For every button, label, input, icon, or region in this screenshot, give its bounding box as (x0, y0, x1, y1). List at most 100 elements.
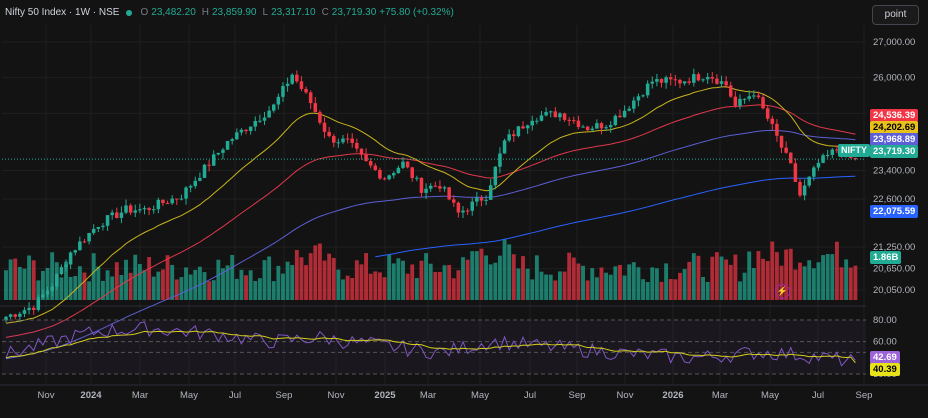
price-axis-tick-label: 20,050.00 (873, 285, 915, 296)
candle-body (853, 157, 858, 160)
volume-bar (479, 248, 484, 300)
candle-body (825, 154, 830, 156)
candle-body (244, 129, 248, 132)
volume-bar (40, 270, 45, 300)
volume-bar (151, 276, 156, 300)
candle-body (401, 161, 405, 168)
volume-bar (590, 268, 595, 300)
candle-body (165, 203, 170, 205)
time-axis-tick-label: Mar (712, 390, 728, 401)
candle-body (202, 164, 207, 178)
volume-bar (128, 272, 133, 300)
volume-bar (821, 255, 826, 300)
candle-body (821, 155, 825, 163)
candle-body (618, 115, 622, 118)
candle-body (789, 152, 793, 164)
volume-bar (82, 272, 87, 300)
candle-body (622, 110, 627, 118)
candle-body (78, 241, 82, 251)
candle-body (55, 274, 59, 287)
ema100-line (5, 129, 856, 360)
volume-bar (387, 254, 392, 300)
volume-bar (521, 256, 525, 300)
volume-bar (451, 278, 456, 300)
volume-bar (96, 266, 101, 300)
high-label: H (201, 7, 209, 18)
candle-body (539, 115, 544, 121)
candle-body (59, 267, 64, 275)
volume-bar (751, 268, 756, 300)
rsi-tag: 42.69 (870, 351, 900, 364)
candle-body (221, 149, 225, 153)
volume-bar (484, 255, 489, 300)
volume-bar (405, 273, 410, 300)
candle-body (645, 83, 650, 96)
volume-bar (377, 272, 382, 300)
volume-bar (581, 265, 585, 300)
candle-body (271, 104, 276, 111)
candle-body (119, 212, 124, 218)
candle-body (22, 310, 27, 314)
volume-bar (17, 266, 22, 300)
volume-bar (359, 264, 364, 300)
candle-body (253, 120, 258, 127)
candle-body (525, 125, 530, 129)
volume-bar (216, 259, 221, 300)
volume-bar (110, 276, 115, 300)
candle-body (355, 142, 359, 149)
volume-bar (687, 261, 692, 300)
volume-bar (424, 253, 429, 300)
candle-body (470, 201, 474, 211)
volume-bar (368, 273, 373, 300)
volume-bar (354, 260, 359, 300)
volume-bar (756, 251, 761, 300)
time-axis-tick-label: Mar (420, 390, 436, 401)
volume-bar (77, 266, 82, 300)
candle-body (627, 108, 631, 111)
volume-bar (350, 277, 355, 300)
candle-body (230, 139, 234, 141)
candle-body (318, 112, 322, 123)
candle-body (18, 313, 22, 317)
volume-bar (239, 269, 244, 300)
volume-bar (682, 269, 687, 300)
candle-body (322, 122, 327, 132)
candle-body (295, 74, 299, 82)
candle-body (784, 147, 788, 153)
open-value: 23,482.20 (151, 7, 196, 18)
point-button[interactable]: point (872, 5, 919, 25)
candle-body (479, 197, 484, 201)
volume-bar (562, 271, 567, 300)
candle-body (544, 112, 548, 116)
volume-bar (124, 259, 128, 300)
time-axis-tick-label: Nov (617, 390, 634, 401)
candle-body (350, 138, 354, 143)
candle-body (156, 199, 161, 210)
candle-body (45, 290, 50, 295)
volume-bar (433, 271, 438, 300)
volume-bar (299, 257, 304, 300)
volume-bar (733, 254, 738, 300)
volume-bar (747, 251, 752, 300)
candle-body (13, 314, 17, 317)
volume-bar (101, 280, 105, 300)
candle-body (705, 77, 710, 80)
candle-body (761, 97, 765, 109)
candle-body (8, 314, 13, 317)
candle-body (225, 140, 230, 150)
candle-body (461, 210, 465, 213)
volume-bar (798, 262, 802, 300)
candle-body (438, 186, 442, 189)
candle-body (170, 198, 174, 204)
candle-body (682, 81, 687, 84)
volume-bar (401, 260, 405, 300)
candle-body (128, 205, 133, 213)
last-price-tag: 23,719.30 (870, 145, 919, 158)
volume-bar (50, 252, 55, 300)
rsi-axis-tick-label: 60.00 (873, 337, 897, 348)
candle-body (719, 81, 724, 84)
candle-body (641, 95, 645, 97)
candle-body (747, 96, 751, 99)
flash-icon[interactable]: ⚡ (775, 284, 790, 299)
